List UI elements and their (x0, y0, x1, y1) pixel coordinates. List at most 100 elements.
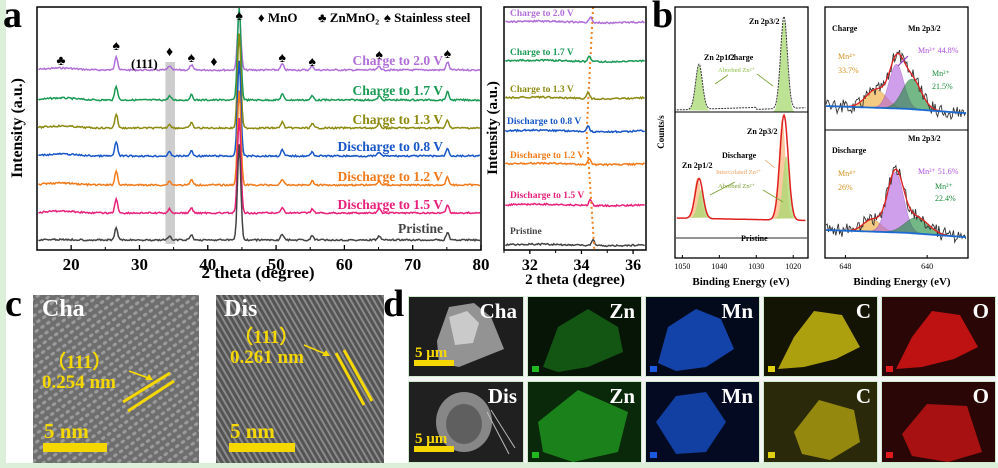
eds-mapping-grid: Cha 5 μm Zn Mn C O Dis 5 μm Zn (408, 296, 996, 463)
xrd-inset-chart: 32 34 36 Charge to 2.0 V Charge to 1.7 V Cha… (485, 6, 647, 288)
bottom-border-strip (0, 463, 998, 468)
mn-background (825, 105, 967, 115)
x-tick-label: 70 (404, 255, 421, 274)
scale-bar (414, 446, 454, 452)
panel-letter-d: d (383, 283, 405, 325)
mn2-discharge-value: 22.4% (935, 194, 956, 203)
intercalated-label: Intercolated Zn²⁺ (716, 169, 762, 176)
eds-map-mn-discharge: Mn (645, 381, 760, 463)
peak-marker: ♣ (56, 54, 65, 69)
mn3-discharge-label: Mn³⁺ 51.6% (918, 167, 959, 176)
discharge-absorbed-label: Aborbed Zn²⁺ (718, 183, 756, 190)
inset-x-tick-label: 32 (522, 257, 538, 274)
legend-stainless-steel: ♠ Stainless steel (384, 10, 471, 25)
mn-raw-data (825, 49, 967, 121)
eds-map-o-discharge: O (881, 381, 996, 463)
inset-series-line-0 (505, 16, 645, 25)
left-border-strip (0, 0, 6, 468)
x-tick-label: 30 (131, 255, 148, 274)
element-label: O (972, 384, 989, 408)
tem-plane-label: （111） (234, 327, 299, 348)
element-label: Zn (609, 384, 635, 408)
element-label: Mn (721, 384, 754, 408)
mn4-discharge-label: Mn⁴⁺ (838, 169, 856, 178)
peak-fill (684, 65, 713, 111)
peak-marker: ♦ (210, 55, 217, 70)
x-tick-label: 80 (473, 255, 490, 274)
series-label: Discharge to 0.8 V (338, 139, 444, 154)
charge-spectrum (676, 15, 806, 111)
inset-series-line-5 (505, 198, 645, 208)
scale-marker (650, 452, 657, 458)
series-line-5 (38, 117, 481, 215)
peak-marker: ♠ (188, 51, 196, 66)
series-label: Discharge to 1.5 V (338, 197, 444, 212)
discharge-zn2p12-label: Zn 2p1/2 (682, 161, 712, 170)
sem-scale-label: 5 μm (415, 431, 448, 447)
legend-mno: ♦ MnO (258, 10, 298, 25)
inset-series-line-6 (505, 238, 645, 248)
zn-frame (674, 6, 809, 259)
x-axis-label: 2 theta (degree) (202, 263, 315, 282)
charge-absorbed-label: Aborbed Zn²⁺ (718, 67, 756, 74)
x-tick-label: 60 (336, 255, 353, 274)
mn-x-tick-label: 648 (839, 262, 851, 271)
tem-scale-label: 5 nm (230, 419, 275, 443)
mn-charge-title: Charge (832, 24, 858, 33)
mn4-value: 33.7% (838, 66, 859, 75)
inset-series-label: Charge to 1.7 V (510, 48, 574, 58)
inset-x-tick-label: 34 (573, 257, 589, 274)
inset-series-label: Discharge to 1.5 V (510, 191, 584, 201)
series-label: Pristine (398, 221, 443, 236)
element-label: C (855, 299, 871, 323)
discharge-spectrum (676, 113, 806, 222)
sem-image-discharge: Dis 5 μm (408, 381, 524, 463)
series-label: Charge to 1.7 V (353, 83, 444, 98)
eds-map-c-charge: C (763, 296, 878, 377)
tem-spacing-label: 0.261 nm (230, 347, 304, 368)
sem-image-charge: Cha 5 μm (408, 296, 524, 377)
charge-title: Charge (728, 53, 754, 62)
tem-spacing-label: 0.254 nm (42, 372, 116, 393)
eds-map-zn-discharge: Zn (527, 381, 642, 463)
peak-marker: ♠ (376, 48, 384, 63)
inset-series-label: Charge to 1.3 V (510, 85, 574, 95)
inset-series-line-1 (504, 55, 645, 64)
zn-x-axis-label: Binding Energy (eV) (692, 276, 790, 288)
panel-letter-c: c (5, 283, 22, 325)
arrow (764, 159, 776, 169)
sem-state-label: Cha (479, 299, 517, 323)
inset-x-tick-label: 36 (625, 257, 641, 274)
inset-series-line-2 (504, 90, 645, 101)
zn-y-axis-label: Counts/s (656, 115, 666, 149)
mn-x-axis-label: Binding Energy (eV) (853, 276, 951, 288)
mn3-label: Mn³⁺ 44.8% (918, 46, 959, 55)
mn4-discharge-value: 26% (838, 183, 853, 192)
mn-x-tick-label: 640 (921, 262, 933, 271)
scale-bar (414, 360, 454, 366)
zn-x-tick-label: 1020 (785, 262, 801, 271)
peak-fill (769, 20, 798, 113)
series-line-2 (37, 33, 481, 130)
peak-fill (771, 156, 801, 219)
mn-frame (824, 6, 969, 259)
eds-map-mn-charge: Mn (645, 296, 760, 377)
tem-state-label: Cha (42, 296, 85, 322)
series-line-4 (38, 90, 481, 187)
annotation-111: (111) (131, 56, 158, 71)
inset-series-label: Pristine (510, 227, 542, 237)
pristine-label: Pristine (741, 234, 768, 243)
element-label: C (855, 384, 871, 408)
arrow (756, 73, 774, 87)
scale-marker (768, 366, 775, 372)
inset-y-axis-label: Intensity (a.u.) (485, 81, 501, 175)
mn-background (825, 229, 967, 239)
peak-shift-guide (585, 6, 595, 133)
tem-image-discharge: Dis （111） 0.261 nm 5 nm (216, 295, 384, 463)
series-line-3 (38, 60, 481, 159)
lattice-texture (216, 295, 384, 463)
x-tick-label: 40 (199, 255, 216, 274)
series-line-0 (38, 12, 481, 72)
zn-x-tick-label: 1030 (748, 262, 764, 271)
sem-scale-label: 5 μm (415, 345, 448, 361)
